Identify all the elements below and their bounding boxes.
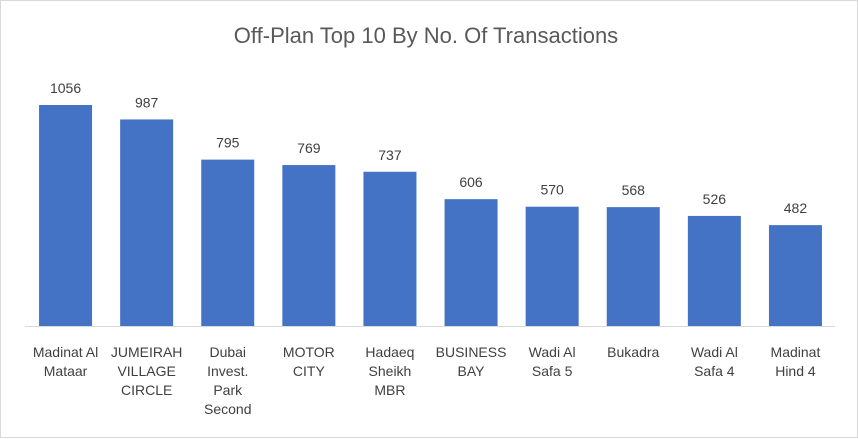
data-label: 568 [622,182,646,198]
bar [606,207,660,326]
x-tick-label: MOTOR CITY [283,344,335,379]
bar [687,215,741,326]
x-tick-label: JUMEIRAH VILLAGE CIRCLE [111,344,183,398]
bar [201,159,255,326]
x-tick-label: Wadi Al Safa 5 [529,344,576,379]
bar [282,165,336,326]
data-label: 526 [703,191,727,207]
data-label: 570 [540,182,564,198]
x-tick-label: Dubai Invest. Park Second [204,344,251,417]
x-tick-label: Hadaeq Sheikh MBR [365,344,414,398]
bar [768,225,822,326]
data-label: 737 [378,147,402,163]
x-tick-label: Madinat Al Mataar [33,344,98,379]
x-tick-label: Madinat Hind 4 [771,344,821,379]
data-label: 795 [216,135,240,151]
data-label: 1056 [50,80,81,96]
bar [363,171,417,326]
x-tick-label: BUSINESS BAY [436,344,507,379]
data-label: 987 [135,94,159,110]
data-label: 482 [784,200,808,216]
bar [120,119,174,326]
bar [444,199,498,326]
x-tick-label: Wadi Al Safa 4 [691,344,738,379]
bar [525,206,579,326]
data-label: 769 [297,140,321,156]
chart-title: Off-Plan Top 10 By No. Of Transactions [234,23,618,48]
data-label: 606 [459,174,483,190]
x-tick-label: Bukadra [607,344,659,360]
bar [39,105,93,326]
